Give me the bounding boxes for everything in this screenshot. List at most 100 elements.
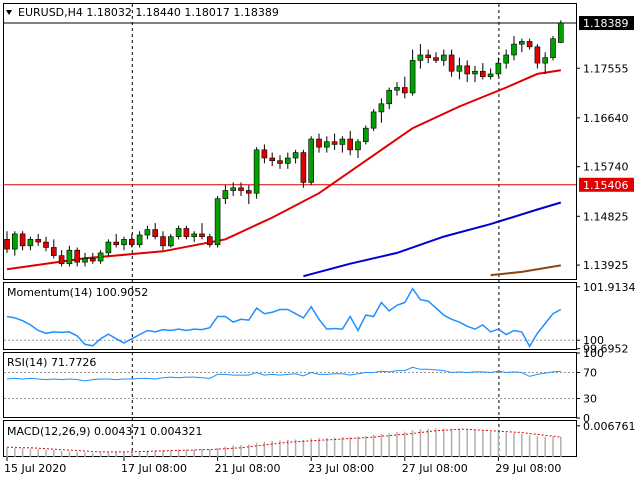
candle-body xyxy=(284,157,291,164)
candle-body xyxy=(113,241,119,246)
price-tick-label: 1.17555 xyxy=(583,62,629,75)
candle-body xyxy=(550,38,556,58)
candle xyxy=(12,231,18,256)
candle xyxy=(534,44,541,69)
candle xyxy=(214,195,221,248)
candle xyxy=(152,223,158,240)
candle-body xyxy=(511,43,517,56)
candle-body xyxy=(261,149,268,159)
candle-body xyxy=(4,239,10,250)
momentum-line xyxy=(6,287,562,348)
candle xyxy=(19,231,26,251)
candle-body xyxy=(495,62,502,75)
candle xyxy=(487,68,494,80)
candle xyxy=(448,49,455,77)
candle xyxy=(43,236,49,252)
candle xyxy=(401,76,408,99)
candle-body xyxy=(90,258,96,262)
rsi-pane[interactable] xyxy=(3,352,577,418)
price-tick-label: 1.13925 xyxy=(583,259,629,272)
candle-body xyxy=(394,87,400,91)
momentum-pane[interactable] xyxy=(3,282,577,350)
candle xyxy=(269,152,276,167)
candle-body xyxy=(12,233,18,250)
candle xyxy=(300,149,307,188)
momentum-pane-title: Momentum(14) 100.9052 xyxy=(7,286,148,299)
current-price-badge: 1.18389 xyxy=(579,16,634,31)
candle-body xyxy=(487,73,494,77)
candle-body xyxy=(175,228,182,237)
candle-body xyxy=(168,236,174,247)
momentum-tick-label: 99.6952 xyxy=(583,343,629,356)
candle xyxy=(50,239,57,259)
candle xyxy=(440,49,447,66)
ma-blue-line xyxy=(303,201,562,278)
candle xyxy=(503,49,510,69)
candle-body xyxy=(246,190,252,194)
candle-body xyxy=(347,138,354,151)
candle xyxy=(339,136,346,153)
candle xyxy=(160,231,166,251)
candle xyxy=(518,38,525,53)
candle-body xyxy=(542,57,549,64)
candle xyxy=(316,133,322,153)
candle-body xyxy=(35,239,42,243)
candle xyxy=(464,60,471,83)
candle xyxy=(292,149,299,164)
candle-body xyxy=(526,41,533,48)
level-price-badge-bg xyxy=(579,177,634,192)
time-tick-label: 23 Jul 08:00 xyxy=(308,462,374,475)
price-pane[interactable] xyxy=(3,3,577,280)
candle-body xyxy=(269,157,276,162)
candle-body xyxy=(58,255,65,265)
candle-body xyxy=(308,138,315,183)
candle-body xyxy=(129,239,135,246)
candle-body xyxy=(191,233,197,237)
candle xyxy=(394,82,400,96)
rsi-tick-label: 100 xyxy=(583,347,604,360)
candle xyxy=(542,52,549,74)
candle-body xyxy=(417,54,424,61)
candle xyxy=(386,87,393,110)
candle-body xyxy=(448,54,455,72)
candle xyxy=(253,147,260,199)
candle xyxy=(35,233,42,246)
candle xyxy=(175,225,182,240)
rsi-tick-label: 70 xyxy=(583,367,597,380)
level-price-badge-label: 1.15406 xyxy=(583,179,629,192)
candle xyxy=(370,109,377,131)
macd-pane[interactable] xyxy=(3,420,577,457)
candle xyxy=(308,136,315,186)
macd-tick-label: 0.006761 xyxy=(583,420,636,433)
candle xyxy=(199,223,205,240)
candle-body xyxy=(144,229,151,236)
candle-body xyxy=(238,187,244,191)
candle xyxy=(27,236,34,251)
candle xyxy=(526,38,533,50)
candle-body xyxy=(409,60,416,94)
candle xyxy=(222,185,229,205)
candle-body xyxy=(152,229,158,237)
candle xyxy=(261,144,268,164)
macd-pane-title: MACD(12,26,9) 0.004371 0.004321 xyxy=(7,425,203,438)
candle-body xyxy=(207,236,213,246)
candle xyxy=(129,233,135,248)
candle-body xyxy=(386,89,393,105)
price-tick-label: 1.14825 xyxy=(583,210,629,223)
candle-body xyxy=(339,138,346,145)
candle xyxy=(58,250,65,267)
collapse-triangle-icon[interactable] xyxy=(6,10,12,15)
candle-body xyxy=(19,233,26,247)
candle xyxy=(409,49,416,96)
current-price-badge-label: 1.18389 xyxy=(583,17,629,30)
candle-body xyxy=(82,258,88,263)
candle xyxy=(284,152,291,169)
candle xyxy=(168,233,174,248)
candle-body xyxy=(370,111,377,129)
candle xyxy=(355,139,361,158)
macd-signal-line xyxy=(7,428,561,453)
candle xyxy=(550,35,556,61)
price-tick-label: 1.15740 xyxy=(583,161,629,174)
candle-body xyxy=(277,160,283,164)
time-tick-label: 21 Jul 08:00 xyxy=(215,462,281,475)
